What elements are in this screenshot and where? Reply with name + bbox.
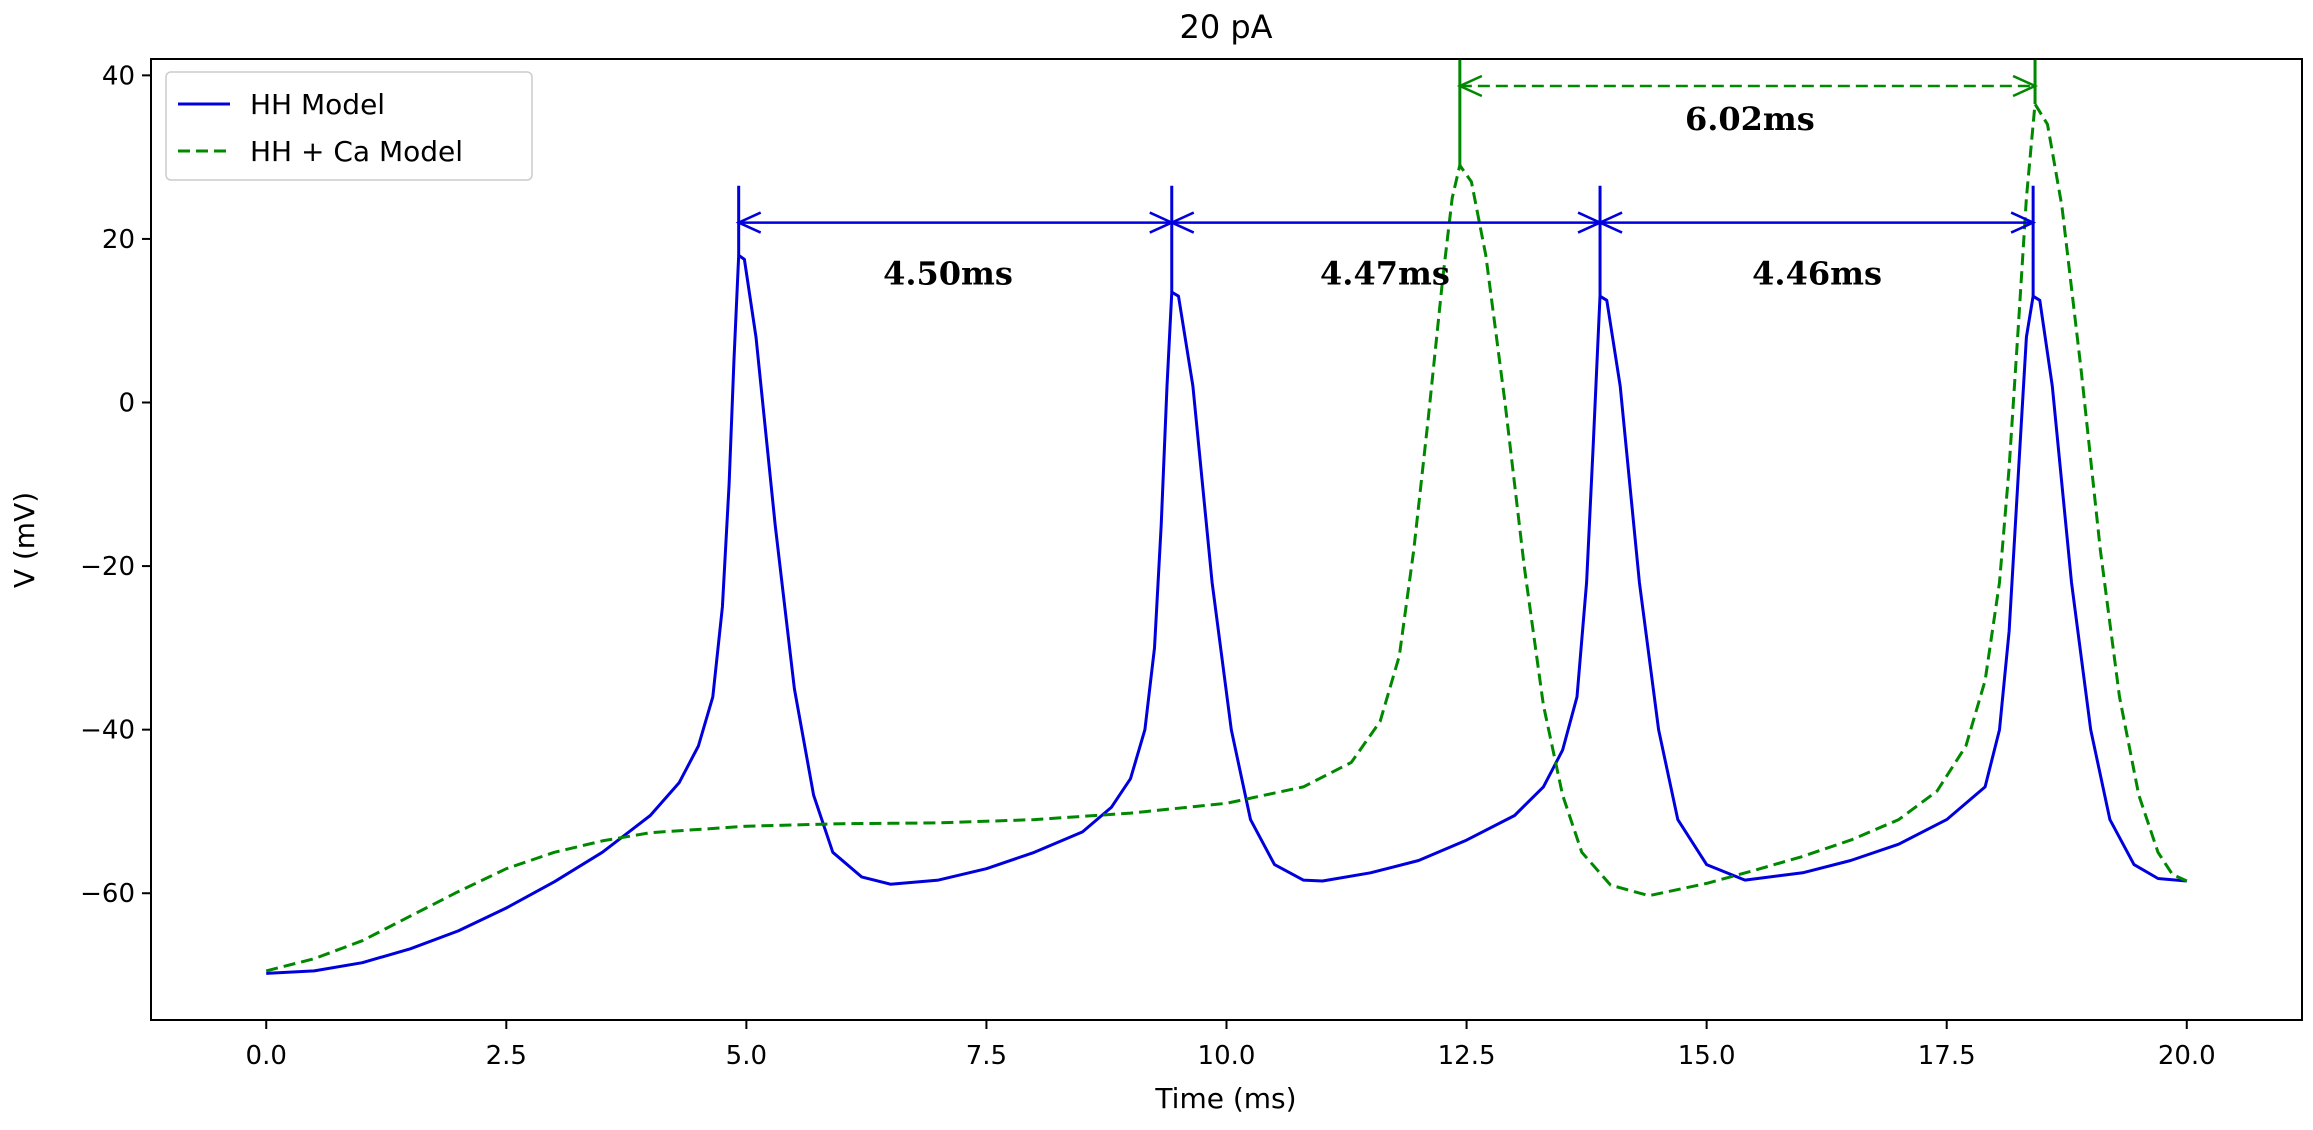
- x-tick-label: 10.0: [1198, 1041, 1256, 1071]
- legend-box: [165, 71, 533, 181]
- chart-title: 20 pA: [1179, 8, 1272, 46]
- annotation-arrowhead: [1597, 211, 1623, 234]
- annotation-arrowhead: [2012, 74, 2039, 98]
- annotation-label-4-47ms: 4.47ms: [1320, 255, 1450, 293]
- x-tick-label: 7.5: [966, 1041, 1007, 1071]
- series-line-hh-ca-model: [265, 102, 2188, 973]
- legend: HH Model HH + Ca Model: [165, 71, 533, 181]
- annotation-label-6-02ms: 6.02ms: [1685, 100, 1815, 138]
- legend-label-hh-ca-model: HH + Ca Model: [250, 135, 463, 168]
- x-tick-label: 5.0: [726, 1041, 767, 1071]
- annotation-arrowhead: [1168, 211, 1195, 234]
- legend-label-hh-model: HH Model: [250, 88, 385, 121]
- y-tick-label: −20: [80, 552, 135, 582]
- series-line-hh-model: [266, 253, 2187, 975]
- x-tick-label: 2.5: [486, 1041, 527, 1071]
- y-tick-label: 20: [102, 225, 135, 255]
- x-tick-label: 15.0: [1678, 1041, 1736, 1071]
- annotation-arrowhead: [735, 211, 762, 234]
- annotation-arrowhead: [2010, 211, 2037, 234]
- y-tick-label: 40: [102, 61, 135, 91]
- x-tick-label: 17.5: [1918, 1041, 1976, 1071]
- x-tick-label: 12.5: [1438, 1041, 1496, 1071]
- x-tick-label: 0.0: [246, 1041, 287, 1071]
- y-tick-label: 0: [118, 389, 135, 419]
- y-tick-label: −60: [80, 879, 135, 909]
- annotation-label-4-46ms: 4.46ms: [1752, 255, 1882, 293]
- y-axis-label: V (mV): [8, 492, 41, 588]
- x-tick-label: 20.0: [2158, 1041, 2216, 1071]
- annotation-label-4-50ms: 4.50ms: [883, 255, 1013, 293]
- x-axis-label: Time (ms): [1154, 1082, 1296, 1115]
- y-tick-label: −40: [80, 716, 135, 746]
- annotation-arrowhead: [1456, 74, 1483, 98]
